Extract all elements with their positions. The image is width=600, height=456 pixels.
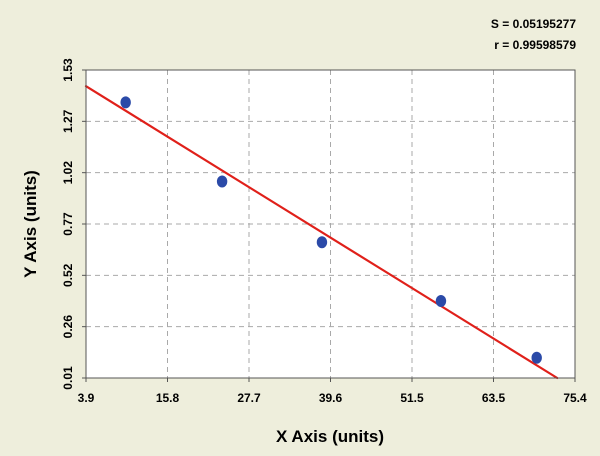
x-tick-label: 75.4 (563, 391, 587, 405)
data-point (120, 96, 131, 109)
grid (86, 70, 575, 378)
y-tick-label: 0.77 (61, 212, 75, 236)
y-tick-label: 0.01 (61, 366, 75, 390)
y-tick-label: 1.27 (61, 109, 75, 133)
x-tick-label: 63.5 (482, 391, 506, 405)
y-tick-label: 0.52 (61, 263, 75, 287)
y-axis-title: Y Axis (units) (21, 170, 40, 278)
data-point (531, 351, 542, 364)
r-statistic: r = 0.99598579 (494, 38, 576, 52)
data-point (435, 295, 447, 307)
points-layer (120, 96, 542, 364)
fit-line-layer (84, 85, 559, 380)
x-axis-title: X Axis (units) (276, 427, 384, 446)
data-point (316, 236, 328, 249)
x-tick-labels: 3.9 15.8 27.7 39.6 51.5 63.5 75.4 (78, 378, 587, 405)
x-tick-label: 27.7 (237, 391, 261, 405)
y-tick-label: 1.53 (61, 58, 75, 82)
y-tick-label: 0.26 (61, 315, 75, 339)
y-tick-label: 1.02 (61, 161, 75, 185)
x-tick-label: 51.5 (400, 391, 424, 405)
x-tick-label: 15.8 (156, 391, 180, 405)
data-point (216, 175, 228, 188)
y-tick-labels: 0.01 0.26 0.52 0.77 1.02 1.27 1.53 (61, 58, 86, 390)
x-tick-label: 3.9 (78, 391, 95, 405)
s-statistic: S = 0.05195277 (491, 17, 576, 31)
fit-line (84, 85, 559, 380)
x-tick-label: 39.6 (319, 391, 343, 405)
